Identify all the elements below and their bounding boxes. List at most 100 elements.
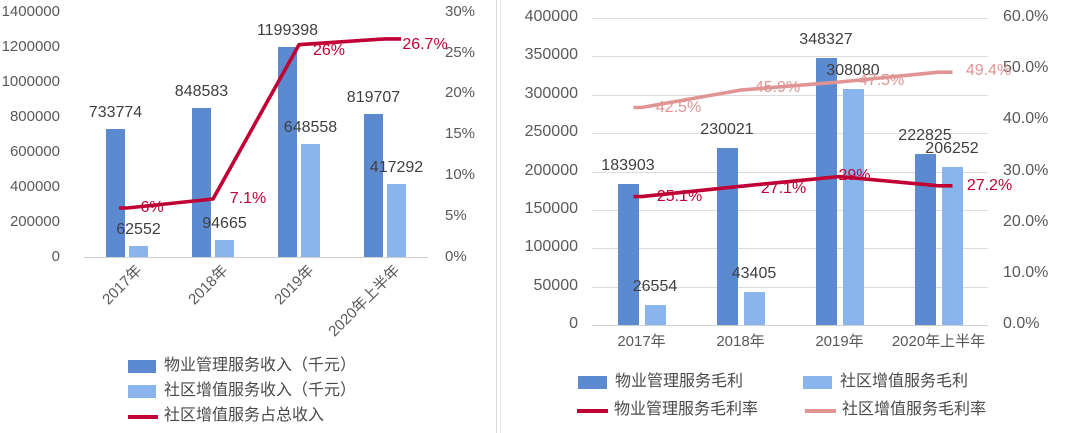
legend-swatch	[578, 376, 607, 389]
bar-value-label: 648558	[283, 118, 338, 136]
gridline	[592, 56, 988, 58]
y-axis-right-tick-label: 10.0%	[1003, 263, 1049, 281]
x-axis-label: 2020年上半年	[891, 333, 986, 350]
y-axis-right-tick-label: 5%	[445, 206, 467, 224]
gridline	[592, 248, 988, 250]
bar	[941, 166, 963, 325]
gridline	[592, 18, 988, 19]
bar-value-label: 733774	[88, 103, 143, 121]
y-axis-right-tick-label: 15%	[445, 125, 476, 143]
line-value-label: 42.5%	[655, 98, 702, 116]
bar	[617, 183, 639, 325]
line-value-label: 47.5%	[858, 72, 905, 90]
y-axis-left-tick-label: 400000	[524, 8, 578, 26]
line-value-label: 25.1%	[656, 187, 703, 205]
x-axis-label: 2020年上半年	[324, 262, 404, 341]
bar	[842, 88, 864, 325]
bar-value-label: 1199398	[256, 22, 319, 40]
gridline	[592, 209, 988, 211]
gridline	[592, 286, 988, 288]
y-axis-left-tick-label: 400000	[9, 177, 60, 195]
gross-profit-combo-chart: 400000 350000 300000 250000 200000 150000 1000…	[500, 0, 1080, 433]
bar-value-label: 183903	[601, 156, 655, 174]
legend-label: 物业管理服务毛利	[615, 373, 744, 390]
gridline	[592, 325, 988, 326]
x-axis-label: 2018年	[184, 262, 232, 309]
bar	[387, 183, 406, 257]
line-value-label: 29%	[838, 166, 871, 184]
legend-label: 物业管理服务收入（千元）	[164, 357, 357, 374]
x-axis-label: 2019年	[270, 262, 318, 309]
legend-label: 社区增值服务毛利率	[842, 401, 987, 418]
gridline	[592, 171, 988, 173]
bar	[644, 304, 666, 325]
x-axis-label: 2017年	[98, 262, 146, 309]
x-axis-label: 2018年	[716, 333, 765, 350]
line-value-label: 27.2%	[966, 176, 1013, 194]
y-axis-left-tick-label: 1400000	[1, 2, 60, 20]
y-axis-left-tick-label: 600000	[9, 142, 60, 160]
bar-value-label: 348327	[799, 30, 853, 48]
legend-label: 物业管理服务毛利率	[614, 401, 759, 418]
bar	[743, 291, 765, 325]
y-axis-left-tick-label: 1200000	[1, 37, 60, 55]
chart-divider	[496, 0, 501, 433]
x-axis-label: 2019年	[815, 333, 864, 350]
y-axis-left-tick-label: 0	[569, 315, 578, 333]
y-axis-left-tick-label: 200000	[524, 161, 578, 179]
legend-line-swatch	[128, 415, 158, 419]
bar-value-label: 230021	[700, 121, 754, 139]
y-axis-right-tick-label: 10%	[445, 166, 476, 184]
bar	[716, 148, 738, 325]
y-axis-left-tick-label: 50000	[533, 276, 579, 294]
y-axis-right-tick-label: 60.0%	[1003, 8, 1049, 26]
bar	[278, 47, 297, 257]
bar	[215, 240, 234, 257]
y-axis-right-tick-label: 50.0%	[1003, 59, 1049, 77]
line-value-label: 6%	[140, 199, 164, 217]
y-axis-left-tick-label: 200000	[9, 212, 60, 230]
y-axis-left-tick-label: 1000000	[1, 72, 60, 90]
y-axis-right-tick-label: 20%	[445, 84, 476, 102]
bar	[129, 246, 148, 257]
bar	[192, 108, 211, 257]
bar-value-label: 819707	[346, 88, 401, 106]
legend-label: 社区增值服务占总收入	[164, 407, 325, 424]
bar-value-label: 62552	[116, 221, 161, 239]
bar	[364, 113, 383, 257]
y-axis-left-tick-label: 0	[51, 247, 60, 265]
y-axis-right-tick-label: 30.0%	[1003, 161, 1049, 179]
legend-swatch	[803, 376, 832, 389]
legend-label: 社区增值服务毛利	[840, 373, 969, 390]
bar-value-label: 848583	[174, 83, 229, 101]
bar-value-label: 417292	[369, 158, 424, 176]
legend-swatch	[128, 385, 156, 398]
legend-label: 社区增值服务收入（千元）	[164, 382, 357, 399]
bar-value-label: 94665	[202, 215, 247, 233]
x-axis-label: 2017年	[617, 333, 666, 350]
y-axis-left-tick-label: 100000	[524, 238, 578, 256]
bar	[301, 143, 320, 257]
line-value-label: 26%	[312, 41, 346, 59]
y-axis-left-tick-label: 250000	[524, 123, 578, 141]
y-axis-right-tick-label: 40.0%	[1003, 110, 1049, 128]
bar-value-label: 222825	[898, 126, 952, 144]
y-axis-left-tick-label: 150000	[524, 199, 578, 217]
bar-value-label: 43405	[731, 264, 777, 282]
line-value-label: 7.1%	[229, 190, 267, 208]
line-value-label: 26.7%	[402, 36, 448, 54]
y-axis-right-tick-label: 0%	[445, 247, 467, 265]
revenue-combo-chart: 1400000 1200000 1000000 800000 600000 400000 2…	[0, 0, 480, 433]
line-value-label: 45.9%	[754, 79, 801, 97]
legend-line-swatch	[577, 409, 608, 413]
y-axis-left-tick-label: 300000	[524, 84, 578, 102]
y-axis-left-tick-label: 800000	[9, 107, 60, 125]
bar-value-label: 26554	[632, 277, 678, 295]
y-axis-right-tick-label: 25%	[445, 43, 476, 61]
line-value-label: 49.4%	[965, 62, 1012, 80]
y-axis-right-tick-label: 30%	[445, 2, 476, 20]
bar	[914, 153, 936, 325]
x-axis-line	[84, 257, 428, 258]
y-axis-left-tick-label: 350000	[524, 46, 578, 64]
bar-value-label: 206252	[925, 139, 979, 157]
